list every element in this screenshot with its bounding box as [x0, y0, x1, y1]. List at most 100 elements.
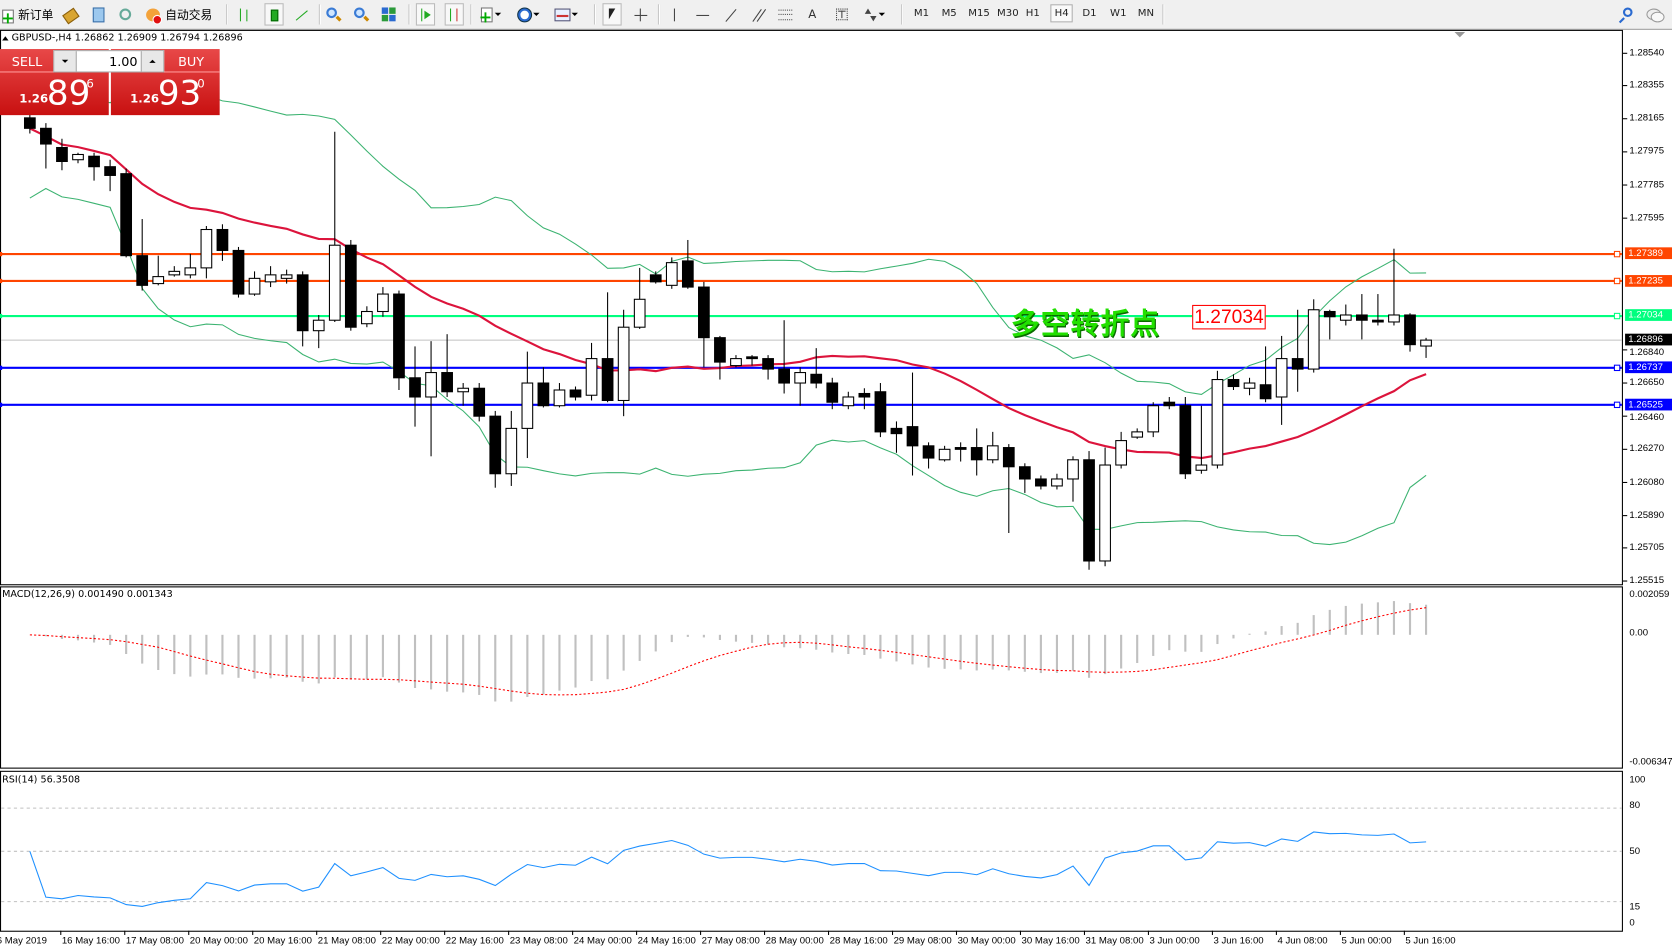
time-tick: 17 May 08:00: [125, 934, 184, 946]
timeframe-m15[interactable]: M15: [968, 7, 990, 20]
chart-shift-button[interactable]: [444, 3, 464, 26]
sell-price-prefix: 1.26: [19, 91, 49, 106]
bullish-candle: [457, 387, 470, 393]
annotation-text[interactable]: 多空转折点: [1010, 308, 1161, 342]
auto-scroll-button[interactable]: [415, 3, 436, 26]
bearish-candle: [1035, 478, 1047, 487]
bearish-candle: [23, 117, 36, 129]
search-icon: [1618, 6, 1635, 23]
cursor-icon: [604, 6, 621, 23]
timeframe-w1[interactable]: W1: [1110, 7, 1127, 20]
price-tick: 1.28165: [1629, 112, 1665, 123]
crosshair-tool-button[interactable]: [632, 4, 649, 24]
bullish-candle: [152, 276, 165, 285]
timeframe-mn[interactable]: MN: [1137, 7, 1155, 20]
time-tick: 16 May 16:00: [61, 934, 121, 946]
bar-chart-button[interactable]: [236, 4, 253, 24]
bullish-candle: [184, 267, 197, 276]
candlestick-chart-button[interactable]: [264, 3, 284, 26]
bearish-candle: [906, 426, 919, 447]
bearish-candle: [649, 274, 662, 283]
annotation-price-label[interactable]: 1.27034: [1192, 304, 1266, 330]
buy-button[interactable]: BUY 1.26 93 0: [110, 49, 220, 116]
bullish-candle: [168, 270, 181, 276]
lot-size-stepper[interactable]: 1.00: [53, 50, 165, 73]
bearish-candle: [922, 445, 935, 459]
main-chart-panel[interactable]: [0, 29, 1623, 586]
horizontal-line-button[interactable]: [694, 4, 711, 24]
price-tick: 1.26460: [1629, 411, 1665, 422]
bollinger-lower-band: [29, 187, 1427, 546]
chat-icon: [1645, 6, 1665, 23]
timeframe-d1[interactable]: D1: [1082, 7, 1097, 20]
chart-shift-marker: [1454, 31, 1466, 38]
data-window-button[interactable]: [90, 4, 107, 24]
indicators-button[interactable]: +: [478, 4, 502, 25]
time-tick: 30 May 16:00: [1021, 934, 1080, 946]
price-tick: 1.27975: [1629, 145, 1665, 157]
templates-button[interactable]: [554, 4, 578, 24]
tile-windows-icon: [381, 6, 398, 23]
zoom-out-button[interactable]: [353, 4, 370, 24]
price-tick: 1.26270: [1629, 442, 1665, 454]
text-tool-button[interactable]: A: [808, 4, 816, 24]
chart-header: GBPUSD-,H4 1.26862 1.26909 1.26794 1.268…: [2, 33, 243, 44]
timeframe-m5[interactable]: M5: [941, 7, 957, 20]
templates-icon: [554, 6, 571, 23]
fibonacci-button[interactable]: [777, 4, 794, 24]
increase-lot-button[interactable]: [140, 51, 164, 72]
chat-button[interactable]: [1645, 4, 1665, 24]
chart-shift-icon: [446, 6, 463, 23]
chevron-down-icon: [878, 12, 886, 16]
bearish-candle: [232, 249, 245, 295]
bearish-candle: [698, 286, 710, 339]
text-label-button[interactable]: [834, 4, 851, 24]
bullish-candle: [1388, 314, 1400, 323]
rsi-axis-15: 15: [1629, 900, 1641, 912]
new-order-button[interactable]: + 新订单: [1, 4, 53, 26]
bearish-candle: [601, 358, 614, 402]
auto-scroll-icon: [417, 6, 434, 23]
bearish-candle: [1179, 405, 1192, 475]
periods-button[interactable]: [516, 4, 540, 24]
collapse-arrow-icon[interactable]: [2, 35, 9, 40]
navigator-button[interactable]: [117, 4, 134, 24]
buy-price-sup: 0: [197, 76, 205, 91]
decrease-lot-button[interactable]: [54, 51, 77, 72]
bearish-candle: [1323, 310, 1336, 318]
vertical-line-button[interactable]: [666, 4, 683, 24]
time-tick: 30 May 00:00: [957, 934, 1016, 946]
bearish-candle: [826, 382, 839, 403]
buy-price-big: 93: [157, 72, 202, 114]
timeframe-m1[interactable]: M1: [913, 7, 930, 20]
chevron-up-icon: [149, 59, 156, 63]
search-button[interactable]: [1618, 4, 1635, 24]
time-tick: 21 May 08:00: [317, 934, 376, 946]
lot-size-input[interactable]: 1.00: [109, 54, 138, 70]
bullish-candle: [938, 448, 951, 461]
bearish-candle: [569, 389, 582, 398]
hline-anchor: [0, 365, 3, 370]
chevron-down-icon: [571, 12, 578, 16]
bullish-candle: [617, 326, 630, 402]
bearish-candle: [56, 146, 68, 163]
hline-anchor: [1613, 401, 1621, 409]
timeframe-h4[interactable]: H4: [1050, 4, 1073, 23]
tile-windows-button[interactable]: [381, 4, 398, 24]
bullish-candle: [1195, 464, 1208, 471]
macd-axis-zero: 0.00: [1629, 626, 1649, 638]
timeframe-h1[interactable]: H1: [1025, 7, 1040, 20]
chevron-down-icon: [61, 59, 69, 63]
zoom-in-button[interactable]: [325, 4, 342, 24]
auto-trading-button[interactable]: 自动交易: [145, 4, 212, 24]
cursor-tool-button[interactable]: [602, 3, 622, 26]
bearish-candle: [1372, 319, 1384, 323]
bullish-candle: [1211, 379, 1224, 466]
arrows-icon: [862, 6, 879, 23]
bearish-candle: [441, 372, 453, 393]
arrows-button[interactable]: [862, 4, 886, 24]
timeframe-m30[interactable]: M30: [997, 7, 1019, 20]
bearish-candle: [1355, 314, 1368, 321]
